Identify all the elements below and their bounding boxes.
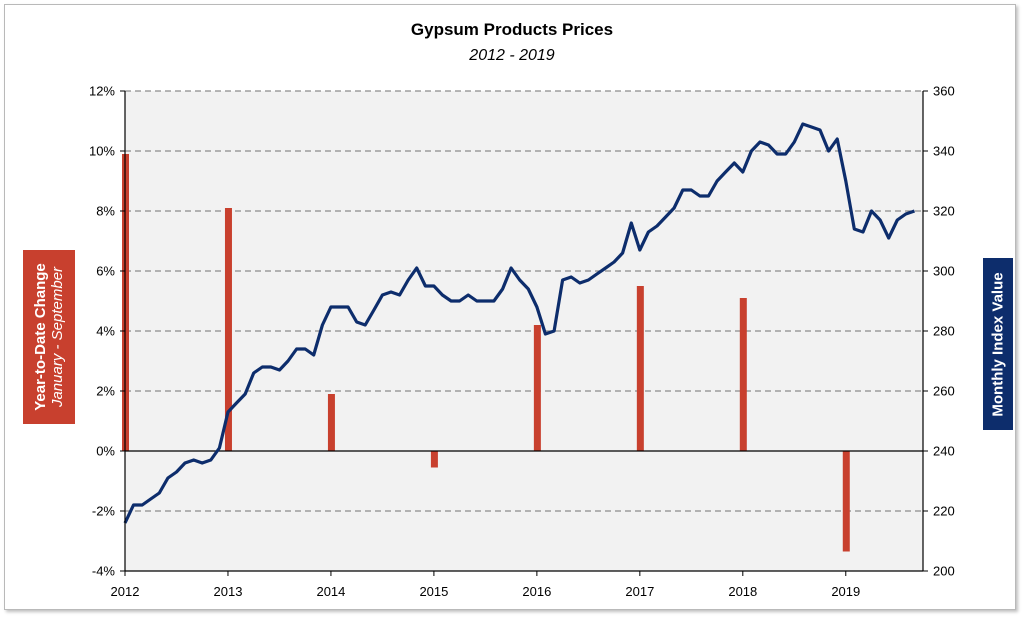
right-axis-label-badge: Monthly Index Value: [983, 258, 1013, 430]
left-axis-ticks: -4% -2% 0% 2% 4% 6% 8% 10% 12%: [89, 84, 125, 579]
left-tick-label: -4%: [92, 564, 116, 579]
right-tick-label: 300: [933, 264, 955, 279]
left-tick-label: 0%: [96, 444, 115, 459]
left-tick-label: 8%: [96, 204, 115, 219]
right-tick-label: 280: [933, 324, 955, 339]
left-tick-label: 2%: [96, 384, 115, 399]
x-axis-ticks: 2012 2013 2014 2015 2016 2017 2018 2019: [111, 571, 860, 599]
right-tick-label: 360: [933, 84, 955, 99]
x-tick-label: 2018: [728, 584, 757, 599]
right-axis-ticks: 200 220 240 260 280 300 320 340 360: [923, 84, 955, 579]
left-tick-label: 10%: [89, 144, 115, 159]
x-tick-label: 2014: [316, 584, 345, 599]
bar-2014: [327, 394, 335, 451]
bar-2019: [842, 451, 850, 552]
left-tick-label: 4%: [96, 324, 115, 339]
chart-title: Gypsum Products Prices: [410, 20, 614, 39]
bar-2016: [533, 325, 541, 451]
right-tick-label: 220: [933, 504, 955, 519]
index-line-series: [123, 122, 916, 524]
gridlines: [125, 90, 923, 512]
left-tick-label: 6%: [96, 264, 115, 279]
plot-area: [125, 91, 923, 571]
x-tick-label: 2019: [831, 584, 860, 599]
right-tick-label: 240: [933, 444, 955, 459]
left-tick-label: -2%: [92, 504, 116, 519]
x-tick-label: 2017: [625, 584, 654, 599]
bar-2018: [739, 298, 747, 451]
x-tick-label: 2013: [214, 584, 243, 599]
left-tick-label: 12%: [89, 84, 115, 99]
left-axis-label-badge: Year-to-Date Change January - September: [23, 250, 75, 424]
right-tick-label: 200: [933, 564, 955, 579]
bar-2015: [430, 451, 438, 468]
x-tick-label: 2016: [522, 584, 551, 599]
x-tick-label: 2015: [419, 584, 448, 599]
bar-2013: [224, 208, 232, 451]
right-tick-label: 340: [933, 144, 955, 159]
x-tick-label: 2012: [111, 584, 140, 599]
right-tick-label: 320: [933, 204, 955, 219]
chart-subtitle: 2012 - 2019: [469, 47, 555, 64]
bar-2017: [636, 286, 644, 451]
right-tick-label: 260: [933, 384, 955, 399]
